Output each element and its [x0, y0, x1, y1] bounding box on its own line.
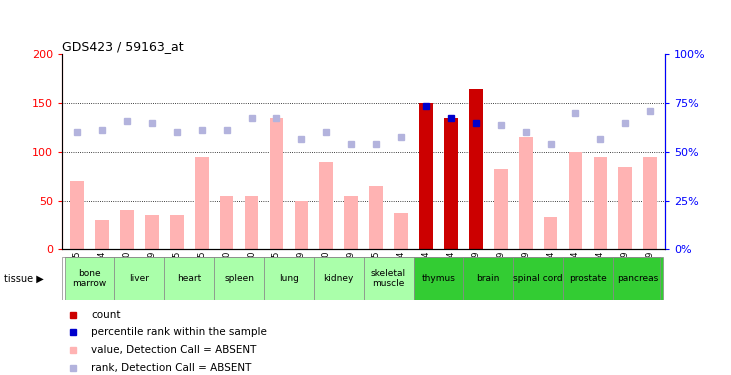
- Text: count: count: [91, 310, 121, 320]
- Bar: [220, 196, 233, 249]
- Bar: [419, 103, 433, 249]
- Bar: [594, 157, 607, 249]
- Bar: [189, 257, 214, 300]
- Bar: [145, 215, 159, 249]
- Bar: [389, 257, 414, 300]
- Text: kidney: kidney: [324, 274, 354, 283]
- Bar: [613, 257, 663, 300]
- Bar: [394, 213, 408, 249]
- Bar: [64, 257, 90, 300]
- Bar: [314, 257, 363, 300]
- Bar: [494, 170, 507, 249]
- Bar: [538, 257, 563, 300]
- Bar: [295, 201, 308, 249]
- Bar: [637, 257, 663, 300]
- Bar: [264, 257, 314, 300]
- Bar: [214, 257, 264, 300]
- Bar: [120, 210, 134, 249]
- Text: spinal cord: spinal cord: [513, 274, 563, 283]
- Bar: [364, 257, 389, 300]
- Bar: [439, 257, 463, 300]
- Bar: [488, 257, 513, 300]
- Bar: [239, 257, 264, 300]
- Bar: [588, 257, 613, 300]
- Text: brain: brain: [477, 274, 500, 283]
- Bar: [164, 257, 189, 300]
- Bar: [115, 257, 164, 300]
- Text: percentile rank within the sample: percentile rank within the sample: [91, 327, 268, 337]
- Bar: [264, 257, 289, 300]
- Bar: [270, 118, 284, 249]
- Text: liver: liver: [129, 274, 149, 283]
- Bar: [314, 257, 338, 300]
- Bar: [95, 220, 109, 249]
- Text: rank, Detection Call = ABSENT: rank, Detection Call = ABSENT: [91, 363, 251, 372]
- Text: spleen: spleen: [224, 274, 254, 283]
- Text: pancreas: pancreas: [617, 274, 659, 283]
- Bar: [513, 257, 563, 300]
- Bar: [140, 257, 164, 300]
- Bar: [245, 196, 258, 249]
- Bar: [444, 118, 458, 249]
- Bar: [519, 137, 532, 249]
- Bar: [414, 257, 439, 300]
- Bar: [289, 257, 314, 300]
- Bar: [89, 257, 115, 300]
- Bar: [544, 217, 558, 249]
- Text: value, Detection Call = ABSENT: value, Detection Call = ABSENT: [91, 345, 257, 355]
- Bar: [164, 257, 214, 300]
- Bar: [70, 181, 84, 249]
- Text: tissue ▶: tissue ▶: [4, 273, 43, 284]
- Bar: [319, 162, 333, 249]
- Text: lung: lung: [279, 274, 299, 283]
- Text: heart: heart: [177, 274, 201, 283]
- Bar: [569, 152, 583, 249]
- Bar: [364, 257, 414, 300]
- Bar: [613, 257, 637, 300]
- Bar: [115, 257, 140, 300]
- Bar: [344, 196, 358, 249]
- Bar: [563, 257, 588, 300]
- Bar: [64, 257, 115, 300]
- Bar: [369, 186, 383, 249]
- Text: thymus: thymus: [422, 274, 455, 283]
- Bar: [414, 257, 463, 300]
- Bar: [513, 257, 538, 300]
- Text: skeletal
muscle: skeletal muscle: [371, 269, 406, 288]
- Bar: [463, 257, 488, 300]
- Text: prostate: prostate: [569, 274, 607, 283]
- Bar: [338, 257, 363, 300]
- Bar: [214, 257, 239, 300]
- Bar: [195, 157, 208, 249]
- Bar: [618, 166, 632, 249]
- Text: GDS423 / 59163_at: GDS423 / 59163_at: [62, 40, 183, 53]
- Bar: [643, 157, 657, 249]
- Bar: [463, 257, 513, 300]
- Bar: [563, 257, 613, 300]
- Bar: [170, 215, 183, 249]
- Text: bone
marrow: bone marrow: [72, 269, 107, 288]
- Bar: [469, 88, 482, 249]
